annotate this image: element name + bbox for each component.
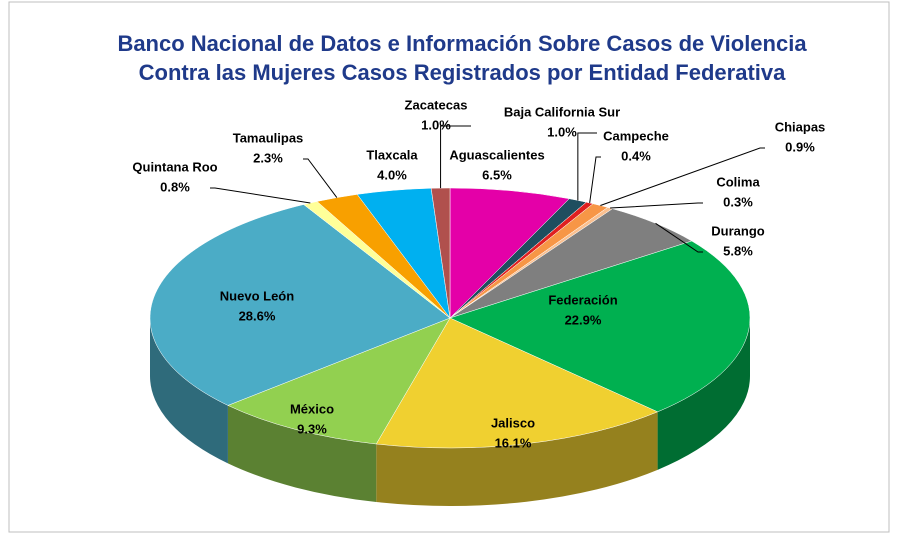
slice-label: Chiapas bbox=[775, 119, 826, 134]
slice-side bbox=[376, 411, 658, 506]
slice-side bbox=[227, 405, 377, 503]
slice-label: Colima bbox=[716, 174, 760, 189]
value-label: 1.0% bbox=[547, 124, 577, 139]
chart-title: Contra las Mujeres Casos Registrados por… bbox=[139, 60, 786, 85]
value-label: 1.0% bbox=[421, 117, 451, 132]
slice-side bbox=[657, 318, 750, 470]
leader-line bbox=[577, 132, 597, 201]
leader-line bbox=[303, 158, 338, 198]
slice-label: Aguascalientes bbox=[449, 147, 544, 162]
leader-line bbox=[600, 147, 765, 206]
slice-label: Campeche bbox=[603, 128, 669, 143]
slice-label: Quintana Roo bbox=[132, 159, 217, 174]
slice-label: Baja California Sur bbox=[504, 104, 620, 119]
value-label: 0.4% bbox=[621, 148, 651, 163]
leader-line bbox=[655, 222, 703, 253]
value-label: 9.3% bbox=[297, 421, 327, 436]
slice-label: Nuevo León bbox=[220, 288, 294, 303]
value-label: 16.1% bbox=[495, 435, 532, 450]
slice-label: Zacatecas bbox=[405, 97, 468, 112]
slice bbox=[149, 204, 451, 406]
slice-side bbox=[150, 318, 228, 464]
leader-line bbox=[589, 156, 601, 204]
slice-label: Federación bbox=[548, 292, 617, 307]
slice-label: Jalisco bbox=[491, 415, 535, 430]
slice bbox=[227, 317, 451, 445]
value-label: 0.3% bbox=[723, 194, 753, 209]
leader-line bbox=[440, 125, 471, 189]
value-label: 22.9% bbox=[565, 312, 602, 327]
leader-line bbox=[610, 202, 703, 209]
slice-label: México bbox=[290, 401, 334, 416]
slice-label: Durango bbox=[711, 223, 765, 238]
slice-label: Tlaxcala bbox=[366, 147, 418, 162]
value-label: 5.8% bbox=[723, 243, 753, 258]
value-label: 6.5% bbox=[482, 167, 512, 182]
slice-label: Tamaulipas bbox=[233, 130, 304, 145]
slice bbox=[449, 187, 570, 319]
leader-line bbox=[210, 187, 311, 204]
value-label: 0.8% bbox=[160, 179, 190, 194]
value-label: 0.9% bbox=[785, 139, 815, 154]
slice bbox=[375, 317, 659, 449]
chart-title: Banco Nacional de Datos e Información So… bbox=[117, 31, 807, 56]
value-label: 2.3% bbox=[253, 150, 283, 165]
value-label: 28.6% bbox=[239, 308, 276, 323]
value-label: 4.0% bbox=[377, 167, 407, 182]
slice bbox=[449, 240, 751, 413]
